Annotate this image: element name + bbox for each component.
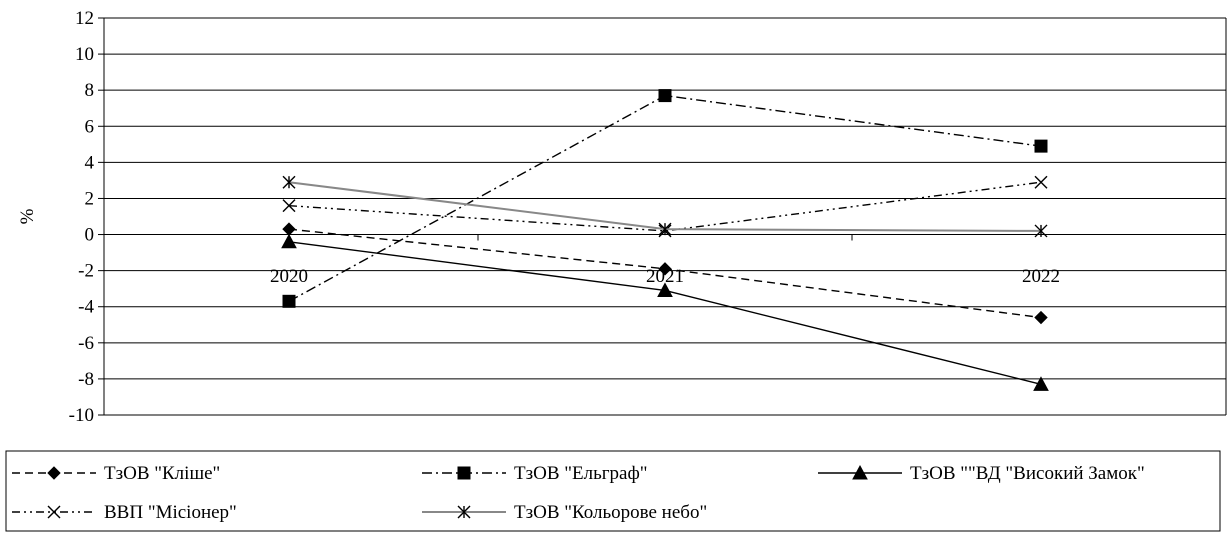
- legend-label: ТзОВ "Кольорове небо": [514, 502, 707, 523]
- x-category-labels: 2020 2021 2022: [270, 266, 1060, 287]
- data-point: [282, 175, 296, 189]
- y-tick-label: 4: [85, 152, 95, 173]
- x-category-label: 2021: [646, 266, 684, 287]
- legend-entry: ТзОВ "Ельграф": [422, 463, 648, 484]
- data-point: [281, 233, 297, 249]
- x-category-label: 2022: [1022, 266, 1060, 287]
- legend-label: ВВП "Місіонер": [104, 502, 237, 523]
- x-category-label: 2020: [270, 266, 308, 287]
- legend-box: [5, 450, 1221, 532]
- y-tick-label: 0: [85, 225, 95, 246]
- data-point-stroke: [47, 505, 61, 519]
- legend-label: ТзОВ ""ВД "Високий Замок": [910, 463, 1145, 484]
- data-point: [658, 262, 672, 276]
- data-point: [658, 89, 672, 103]
- series-group: [281, 89, 1049, 391]
- data-point-stroke: [282, 199, 296, 213]
- data-point: [1034, 139, 1048, 153]
- legend-entry: ВВП "Місіонер": [12, 502, 237, 523]
- data-point: [457, 505, 471, 519]
- data-point: [657, 282, 673, 297]
- legend-entry: ТзОВ "Кольорове небо": [422, 502, 707, 523]
- legend-label: ТзОВ "Ельграф": [514, 463, 648, 484]
- y-tick-label: -2: [78, 261, 94, 282]
- y-tick-label: 6: [85, 116, 95, 137]
- y-tick-label: -6: [78, 333, 94, 354]
- y-tick-label: 12: [75, 8, 94, 29]
- legend-label: ТзОВ "Кліше": [104, 463, 220, 484]
- data-point: [282, 222, 296, 236]
- y-tick-label: -4: [78, 297, 94, 318]
- data-point: [47, 466, 61, 480]
- data-point: [1034, 224, 1048, 238]
- series-5: [282, 175, 1048, 238]
- grid-lines: [104, 17, 1226, 416]
- y-tick-label: -10: [69, 405, 94, 426]
- y-tick-labels: -10 -8 -6 -4 -2 0 2 4 6 8 10 12: [69, 8, 95, 426]
- y-tick-label: 2: [85, 188, 95, 209]
- legend: ТзОВ "Кліше" ТзОВ "Ельграф" ТзОВ ""ВД "Вис…: [5, 450, 1221, 532]
- series-line: [288, 181, 1042, 232]
- y-tick-label: 8: [85, 80, 95, 101]
- series-3: [281, 233, 1049, 391]
- legend-entry: ТзОВ "Кліше": [12, 463, 220, 484]
- series-1: [282, 222, 1048, 325]
- data-point: [1034, 310, 1048, 325]
- data-point: [282, 199, 296, 213]
- data-point: [47, 505, 61, 519]
- y-axis-label: %: [17, 208, 38, 224]
- data-point-stroke: [1034, 175, 1048, 189]
- data-point: [852, 464, 868, 480]
- data-point: [457, 466, 471, 480]
- data-point: [1033, 376, 1049, 391]
- axes: [98, 17, 1227, 416]
- y-tick-label: -8: [78, 369, 94, 390]
- data-point: [658, 222, 672, 236]
- legend-entry: ТзОВ ""ВД "Високий Замок": [818, 463, 1145, 484]
- y-tick-label: 10: [75, 44, 94, 65]
- data-point: [1034, 175, 1048, 189]
- series-2: [282, 89, 1048, 308]
- data-point: [282, 294, 296, 308]
